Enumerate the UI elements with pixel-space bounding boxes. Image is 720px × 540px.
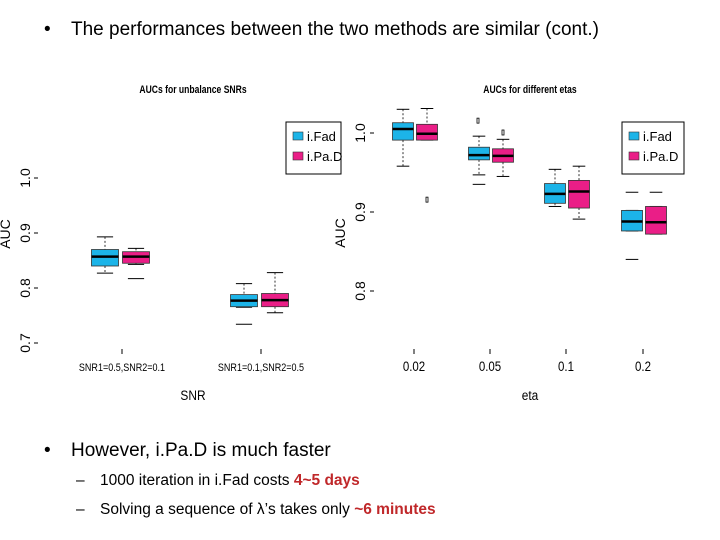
y-tick-label: 1.0 [352, 123, 368, 143]
x-tick-label: SNR1=0.5,SNR2=0.1 [79, 362, 166, 374]
chart-2: AUCs for different etas 0.8 0.9 1.0 AUC 0.02 0… [332, 84, 685, 403]
legend-swatch [292, 131, 304, 141]
legend-swatch [628, 131, 640, 141]
y-tick-label: 0.8 [17, 278, 33, 298]
x-tick-label: SNR1=0.1,SNR2=0.5 [218, 362, 305, 374]
x-tick-label: 0.02 [403, 358, 425, 374]
highlight-text: 4~5 days [293, 472, 360, 489]
x-axis-title: eta [522, 387, 539, 403]
bullet-dot: • [44, 440, 51, 461]
chart-1: AUCs for unbalance SNRs 0.7 0.8 0.9 1.0 AUC SN… [0, 84, 342, 403]
bullet-dot: • [44, 19, 51, 40]
box-ipad [568, 179, 590, 209]
legend-box [285, 121, 342, 175]
chart-title: AUCs for unbalance SNRs [139, 84, 247, 96]
legend-box [621, 121, 685, 175]
outlier-point [476, 117, 480, 124]
subbullet-text: 1000 iteration in i.Fad costs [100, 472, 294, 489]
x-tick-label: 0.1 [558, 358, 574, 374]
x-tick-label: 0.05 [479, 358, 501, 374]
legend-swatch [628, 151, 640, 161]
bullet-text: The performances between the two methods… [71, 19, 600, 40]
box-ifad [468, 146, 490, 161]
chart-area: AUCs for unbalance SNRs 0.7 0.8 0.9 1.0 AUC SN… [0, 84, 685, 403]
x-tick-label: 0.2 [635, 358, 651, 374]
legend-label: i.Fad [643, 129, 672, 144]
box-ipad [645, 206, 667, 235]
legend-label: i.Fad [307, 129, 336, 144]
dash-marker: – [76, 501, 85, 518]
box-ifad [392, 122, 414, 141]
outlier-point [425, 196, 429, 203]
y-tick-label: 0.7 [17, 333, 33, 353]
y-tick-label: 0.8 [352, 281, 368, 301]
bullet-text: However, i.Pa.D is much faster [71, 440, 331, 461]
subbullet-ifad-cost: –1000 iteration in i.Fad costs 4~5 days [76, 472, 360, 490]
legend-label: i.Pa.D [307, 149, 342, 164]
dash-marker: – [76, 472, 85, 489]
y-tick-label: 0.9 [17, 223, 33, 243]
chart-title: AUCs for different etas [483, 84, 577, 96]
outlier-point [501, 129, 505, 136]
highlight-text: ~6 minutes [354, 501, 436, 518]
y-axis-label: AUC [332, 218, 348, 248]
legend-swatch [292, 151, 304, 161]
x-axis-title: SNR [180, 387, 205, 403]
y-axis-label: AUC [0, 219, 13, 249]
subbullet-ipad-speed: – Solving a sequence of λ’s takes only ~6… [76, 501, 436, 519]
legend-label: i.Pa.D [643, 149, 678, 164]
y-tick-label: 1.0 [17, 168, 33, 188]
y-tick-label: 0.9 [352, 202, 368, 222]
subbullet-text: Solving a sequence of λ’s takes only [100, 501, 355, 518]
box-ipad [416, 123, 438, 141]
